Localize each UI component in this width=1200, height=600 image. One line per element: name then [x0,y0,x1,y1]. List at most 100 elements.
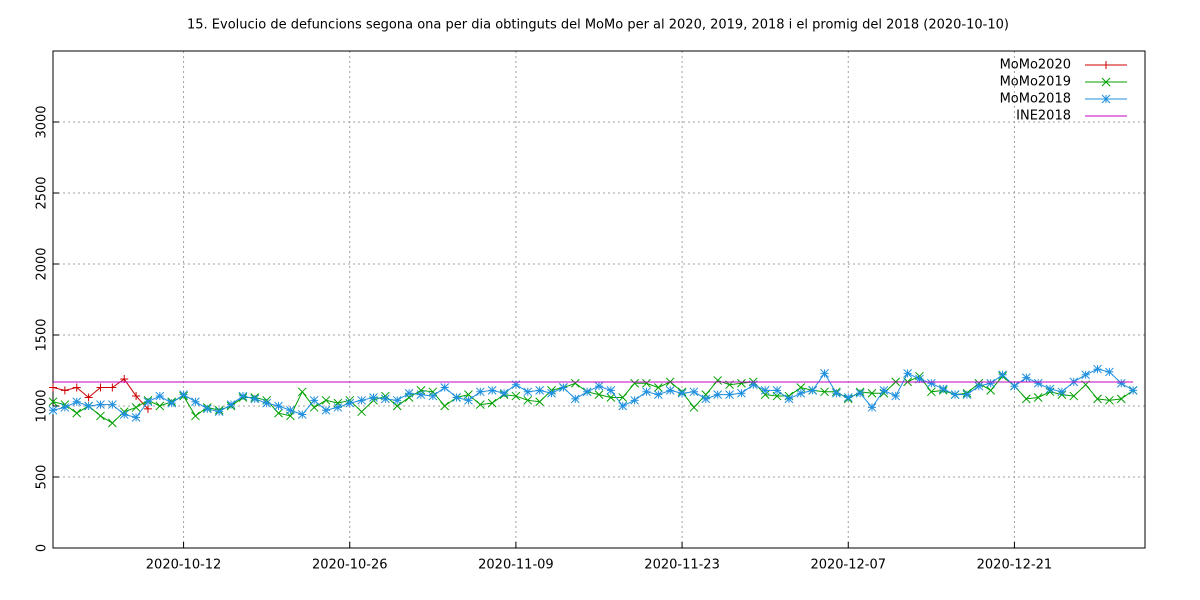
point-marker [369,393,378,402]
point-marker [179,390,188,399]
point-marker [689,403,699,412]
x-tick-label: 2020-11-09 [478,558,554,573]
point-marker [832,388,841,398]
point-marker [416,390,426,399]
point-marker [475,400,485,409]
point-marker [286,405,295,415]
point-marker [1105,367,1114,377]
series-line [52,375,1134,424]
point-marker [297,387,307,397]
point-marker [357,395,366,405]
point-marker [72,383,81,392]
point-marker [630,378,639,388]
point-marker [677,388,687,398]
point-marker [214,407,224,417]
point-marker [998,370,1007,380]
legend-marker [1101,77,1111,87]
point-marker [748,380,758,390]
point-marker [962,390,972,399]
point-marker [689,387,699,397]
point-marker [155,401,165,411]
point-marker [428,391,438,401]
y-tick-label: 1000 [35,389,50,422]
y-tick-label: 3000 [35,105,50,138]
point-marker [274,408,283,418]
point-marker [855,388,865,398]
point-marker [1021,373,1031,382]
point-marker [630,395,639,405]
point-marker [547,388,556,398]
point-marker [1057,387,1067,397]
point-marker [487,386,497,395]
point-marker [986,378,996,388]
legend-label: INE2018 [1016,109,1071,124]
point-marker [1010,381,1019,391]
point-marker [132,392,141,401]
point-marker [820,368,829,378]
point-marker [321,405,331,415]
point-marker [974,381,984,391]
point-marker [238,391,248,401]
x-tick-label: 2020-10-26 [312,558,388,573]
chart-title: 15. Evolucio de defuncions segona ona pe… [187,18,1009,33]
point-marker [511,391,521,401]
point-marker [760,386,770,395]
point-marker [96,411,105,421]
point-marker [143,397,153,407]
point-marker [784,394,794,404]
point-marker [333,403,343,412]
point-marker [618,401,628,411]
point-marker [1093,394,1102,404]
point-marker [108,383,117,392]
point-marker [49,383,57,392]
point-marker [926,387,936,397]
point-marker [618,393,628,402]
point-marker [653,390,663,399]
point-marker [357,407,366,417]
point-marker [48,397,58,407]
point-marker [772,386,782,395]
point-marker [535,397,545,407]
point-marker [926,378,936,388]
point-marker [131,403,141,412]
point-marker [345,398,355,408]
point-marker [737,388,746,398]
point-marker [84,401,93,411]
y-tick-label: 0 [35,544,50,552]
point-marker [297,410,307,419]
point-marker [594,381,604,391]
point-marker [321,395,331,405]
point-marker [167,398,177,408]
point-marker [131,413,141,422]
point-marker [333,398,343,408]
point-marker [48,405,58,415]
point-marker [535,386,545,395]
point-marker [713,376,723,385]
point-marker [808,386,818,395]
point-marker [1116,378,1126,388]
point-marker [475,387,485,397]
point-marker [1069,391,1079,401]
point-marker [416,386,426,395]
point-marker [392,395,402,405]
y-tick-label: 1500 [35,318,50,351]
point-marker [119,410,129,419]
point-marker [274,401,283,411]
point-marker [879,386,889,395]
x-tick-label: 2020-10-12 [146,558,222,573]
point-marker [309,403,319,412]
point-marker [1116,394,1126,404]
point-marker [404,388,414,398]
point-marker [72,408,82,418]
point-marker [380,394,390,404]
point-marker [523,387,533,397]
point-marker [606,393,616,402]
legend-label: MoMo2018 [1000,92,1071,107]
point-marker [1021,394,1031,404]
point-marker [594,390,604,399]
point-marker [867,403,877,412]
point-marker [511,380,521,390]
point-marker [1033,393,1043,402]
point-marker [713,390,723,399]
